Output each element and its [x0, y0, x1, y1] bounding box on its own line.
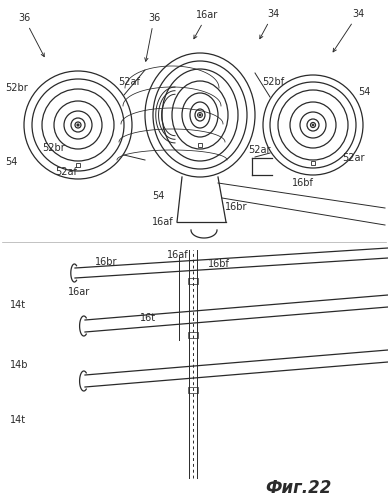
Text: 16af: 16af: [167, 250, 189, 260]
Text: 16ar: 16ar: [68, 287, 90, 297]
Bar: [188, 332, 198, 338]
Bar: [76, 163, 80, 167]
Bar: [198, 143, 202, 147]
Text: 36: 36: [18, 13, 44, 57]
Text: 16bf: 16bf: [292, 178, 314, 188]
Text: Фиг.22: Фиг.22: [265, 479, 331, 497]
Text: 52br: 52br: [5, 83, 28, 93]
Text: 16bf: 16bf: [208, 259, 230, 269]
Text: 16af: 16af: [152, 217, 174, 227]
Text: 14t: 14t: [10, 415, 26, 425]
Text: 52bf: 52bf: [262, 77, 284, 87]
Text: 36: 36: [145, 13, 160, 62]
Bar: [188, 278, 198, 284]
Bar: [311, 161, 315, 165]
Circle shape: [312, 124, 314, 126]
Text: 54: 54: [358, 87, 371, 97]
Text: 34: 34: [260, 9, 279, 38]
Text: 14t: 14t: [10, 300, 26, 310]
Text: 16br: 16br: [95, 257, 118, 267]
Text: 16ar: 16ar: [194, 10, 218, 38]
Bar: [188, 387, 198, 393]
Text: 52ar: 52ar: [342, 153, 364, 163]
Text: 54: 54: [5, 157, 17, 167]
Text: 52ar: 52ar: [248, 145, 270, 155]
Circle shape: [77, 124, 79, 126]
Text: 52af: 52af: [55, 167, 77, 177]
Circle shape: [199, 114, 201, 116]
Text: 34: 34: [333, 9, 364, 52]
Text: 16br: 16br: [225, 202, 248, 212]
Text: 54: 54: [152, 191, 165, 201]
Text: 52af: 52af: [118, 77, 140, 87]
Text: 14b: 14b: [10, 360, 28, 370]
Text: 16t: 16t: [140, 313, 156, 323]
Text: 52br: 52br: [42, 143, 65, 153]
